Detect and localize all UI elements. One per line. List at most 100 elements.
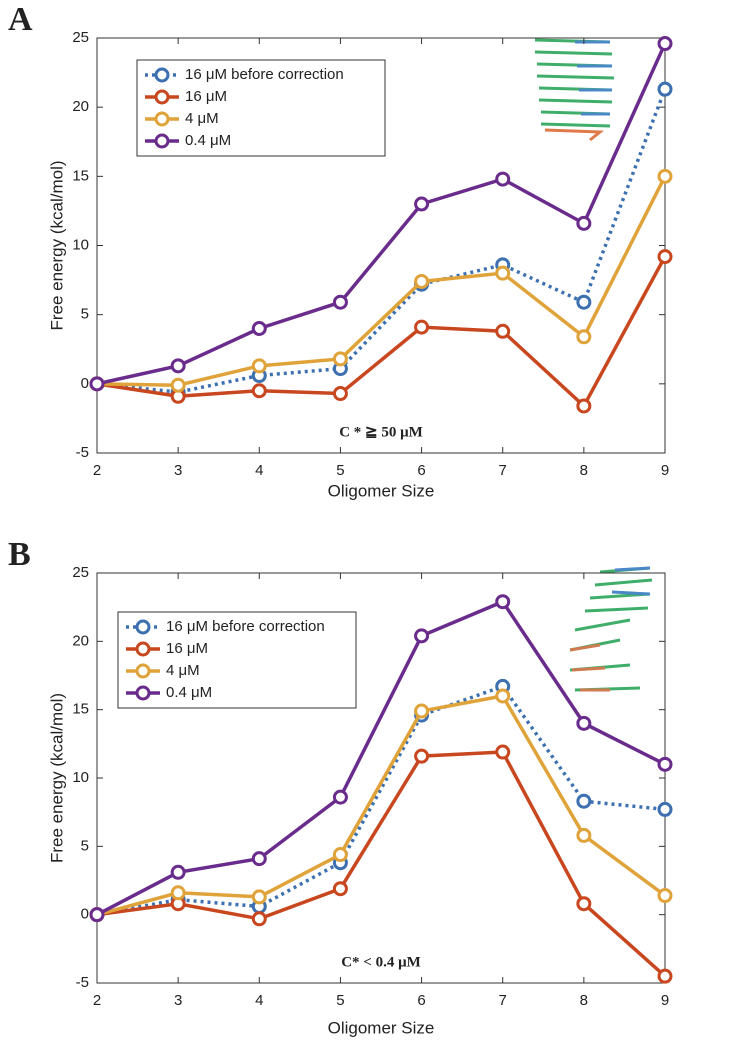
legend-label: 16 μM <box>166 640 208 657</box>
y-tick-label: 5 <box>81 837 89 854</box>
x-tick-label: 7 <box>499 992 507 1009</box>
point <box>414 196 430 212</box>
legend-marker <box>154 111 170 127</box>
series-line <box>96 175 667 387</box>
series-line <box>96 88 667 394</box>
point <box>332 294 348 310</box>
point <box>170 885 186 901</box>
legend-marker <box>135 685 151 701</box>
point <box>657 36 673 52</box>
y-tick-label: 15 <box>72 167 89 184</box>
point <box>170 864 186 880</box>
x-axis-label: Oligomer Size <box>328 1018 435 1037</box>
x-axis-label: Oligomer Size <box>328 481 435 500</box>
y-tick-label: 25 <box>72 564 89 581</box>
y-tick-label: -5 <box>76 444 89 461</box>
y-tick-label: 20 <box>72 632 89 649</box>
series-line <box>96 599 666 917</box>
point <box>576 398 592 414</box>
legend-marker <box>135 619 151 635</box>
point <box>495 171 511 187</box>
structure-image <box>534 38 653 692</box>
panel-label: A <box>8 1 33 38</box>
point <box>657 168 673 184</box>
point <box>495 265 511 281</box>
legend-marker <box>135 663 151 679</box>
x-tick-label: 7 <box>499 462 507 479</box>
legend-label: 16 μM before correction <box>185 66 344 83</box>
point <box>495 594 511 610</box>
point <box>495 323 511 339</box>
x-tick-label: 4 <box>255 462 263 479</box>
point <box>89 376 105 392</box>
legend-marker <box>135 641 151 657</box>
x-tick-label: 6 <box>417 992 425 1009</box>
point <box>657 968 673 984</box>
x-tick-label: 4 <box>255 992 263 1009</box>
x-tick-label: 2 <box>93 462 101 479</box>
point <box>576 896 592 912</box>
y-axis-label: Free energy (kcal/mol) <box>47 160 66 330</box>
point <box>576 827 592 843</box>
point <box>251 383 267 399</box>
series-line <box>96 42 667 386</box>
point <box>170 377 186 393</box>
y-tick-label: 5 <box>81 306 89 323</box>
legend-label: 0.4 μM <box>185 132 231 149</box>
point <box>332 789 348 805</box>
y-axis-label: Free energy (kcal/mol) <box>47 693 66 863</box>
y-tick-label: 10 <box>72 236 89 253</box>
point <box>414 319 430 335</box>
point <box>414 703 430 719</box>
point <box>332 386 348 402</box>
point <box>414 628 430 644</box>
point <box>332 351 348 367</box>
legend-label: 16 μM before correction <box>166 618 325 635</box>
legend-marker <box>154 133 170 149</box>
legend-marker <box>154 67 170 83</box>
point <box>414 273 430 289</box>
x-tick-label: 2 <box>93 992 101 1009</box>
x-tick-label: 5 <box>336 992 344 1009</box>
legend-label: 16 μM <box>185 88 227 105</box>
x-tick-label: 9 <box>661 992 669 1009</box>
point <box>251 889 267 905</box>
point <box>170 358 186 374</box>
x-tick-label: 6 <box>417 462 425 479</box>
series-line <box>96 255 667 409</box>
legend-label: 4 μM <box>185 110 219 127</box>
point <box>657 249 673 265</box>
x-tick-label: 9 <box>661 462 669 479</box>
point <box>332 847 348 863</box>
y-tick-label: 0 <box>81 375 89 392</box>
point <box>251 321 267 336</box>
y-tick-label: 25 <box>72 29 89 46</box>
panel-label: B <box>8 536 31 573</box>
point <box>657 888 673 904</box>
x-tick-label: 5 <box>336 462 344 479</box>
y-tick-label: -5 <box>76 974 89 991</box>
point <box>576 715 592 731</box>
point <box>251 911 267 927</box>
point <box>576 215 592 231</box>
series-line <box>96 750 667 978</box>
x-tick-label: 3 <box>174 992 182 1009</box>
y-tick-label: 20 <box>72 98 89 115</box>
y-tick-label: 15 <box>72 701 89 718</box>
y-tick-label: 10 <box>72 769 89 786</box>
point <box>657 801 673 817</box>
x-tick-label: 8 <box>580 992 588 1009</box>
point <box>657 756 673 772</box>
point <box>251 851 267 867</box>
x-tick-label: 3 <box>174 462 182 479</box>
point <box>495 688 511 704</box>
legend-label: 0.4 μM <box>166 684 212 701</box>
annotation: C* < 0.4 μM <box>341 954 421 970</box>
point <box>657 81 673 97</box>
point <box>332 881 348 897</box>
point <box>495 744 511 760</box>
point <box>414 748 430 764</box>
legend-label: 4 μM <box>166 662 200 679</box>
